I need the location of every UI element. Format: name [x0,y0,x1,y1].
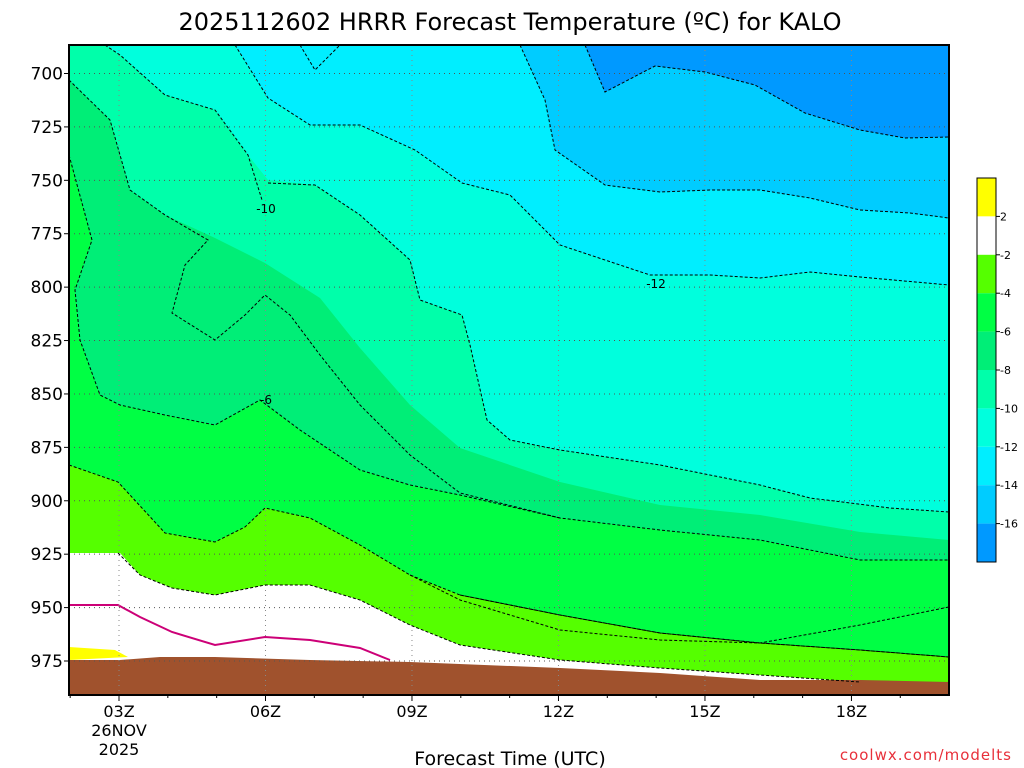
contour-label-1: -6 [260,393,272,407]
plot-frame [68,44,950,696]
y-tick-label: 850 [31,385,63,405]
colorbar-tick-label: -14 [1000,479,1018,492]
y-tick-label: 700 [31,65,63,85]
terrain [69,657,949,695]
y-tick-label: 925 [31,545,63,565]
colorbar-swatch [977,446,996,486]
x-axis: 03Z 06Z 09Z 12Z 15Z 18Z [69,695,901,721]
isotherm-line-9 [117,552,861,683]
isotherm-line-3 [104,44,263,201]
colorbar-swatch [977,216,996,255]
band-yellow [69,647,128,660]
y-tick-label: 975 [31,652,63,672]
colorbar-swatch [977,254,996,294]
isotherm-line-1 [519,44,950,219]
isotherm-line-8 [68,464,950,658]
date-label-year: 2025 [99,740,140,759]
isotherm-line-4 [299,44,341,71]
x-tick-label: 15Z [689,702,720,721]
y-tick-label: 900 [31,492,63,512]
colorbar-tick-label: -6 [1000,326,1011,339]
colorbar-tick-label: -12 [1000,441,1018,454]
y-tick-label: 725 [31,118,63,138]
zero-degree-line [69,604,391,661]
x-axis-title: Forecast Time (UTC) [414,748,605,768]
isotherm-contours [68,44,950,683]
x-tick-label: 06Z [250,702,281,721]
y-tick-label: 800 [31,278,63,298]
x-tick-label: 03Z [103,702,134,721]
x-tick-label: 09Z [396,702,427,721]
color-legend: 2 -2 -4 -6 -8 -10 -12 -14 -16 [976,177,1018,563]
x-tick-label: 12Z [543,702,574,721]
colorbar-tick-label: 2 [1000,210,1007,223]
colorbar-tick-label: -2 [1000,249,1011,262]
colorbar-swatch [977,331,996,370]
temperature-fill-bands [69,45,949,695]
colorbar-swatch [977,523,996,562]
y-tick-label: 825 [31,332,63,352]
y-tick-label: 950 [31,599,63,619]
colorbar-tick-label: -4 [1000,287,1011,300]
isotherm-line-6 [267,182,950,513]
chart-title: 2025112602 HRRR Forecast Temperature (ºC… [178,8,841,36]
contour-label-2: -12 [646,277,666,291]
colorbar-tick-label: -16 [1000,518,1018,531]
band-blue [585,45,949,138]
y-tick-label: 875 [31,438,63,458]
colorbar-swatch [977,485,996,524]
isotherm-line-5 [68,79,949,561]
x-tick-label: 18Z [836,702,867,721]
contour-labels: -10 -6 -12 [256,202,666,407]
y-tick-label: 775 [31,225,63,245]
isotherm-line-11 [409,574,950,644]
colorbar-swatch [977,293,996,332]
credit-text: coolwx.com/modelts [840,746,1012,764]
colorbar-tick-label: -10 [1000,402,1018,415]
y-axis: 700 725 750 775 800 825 850 875 900 925 950 975 [31,65,69,672]
contour-label-0: -10 [256,202,276,216]
isotherm-line-7 [68,154,561,519]
y-tick-label: 750 [31,171,63,191]
date-label-day: 26NOV [91,721,147,740]
grid-lines [69,45,949,695]
colorbar-swatch [977,178,996,217]
colorbar-swatch [977,370,996,409]
colorbar-swatch [977,408,996,447]
plot-area: -10 -6 -12 [68,44,950,696]
isotherm-line-0 [234,44,950,286]
colorbar-tick-label: -8 [1000,364,1011,377]
